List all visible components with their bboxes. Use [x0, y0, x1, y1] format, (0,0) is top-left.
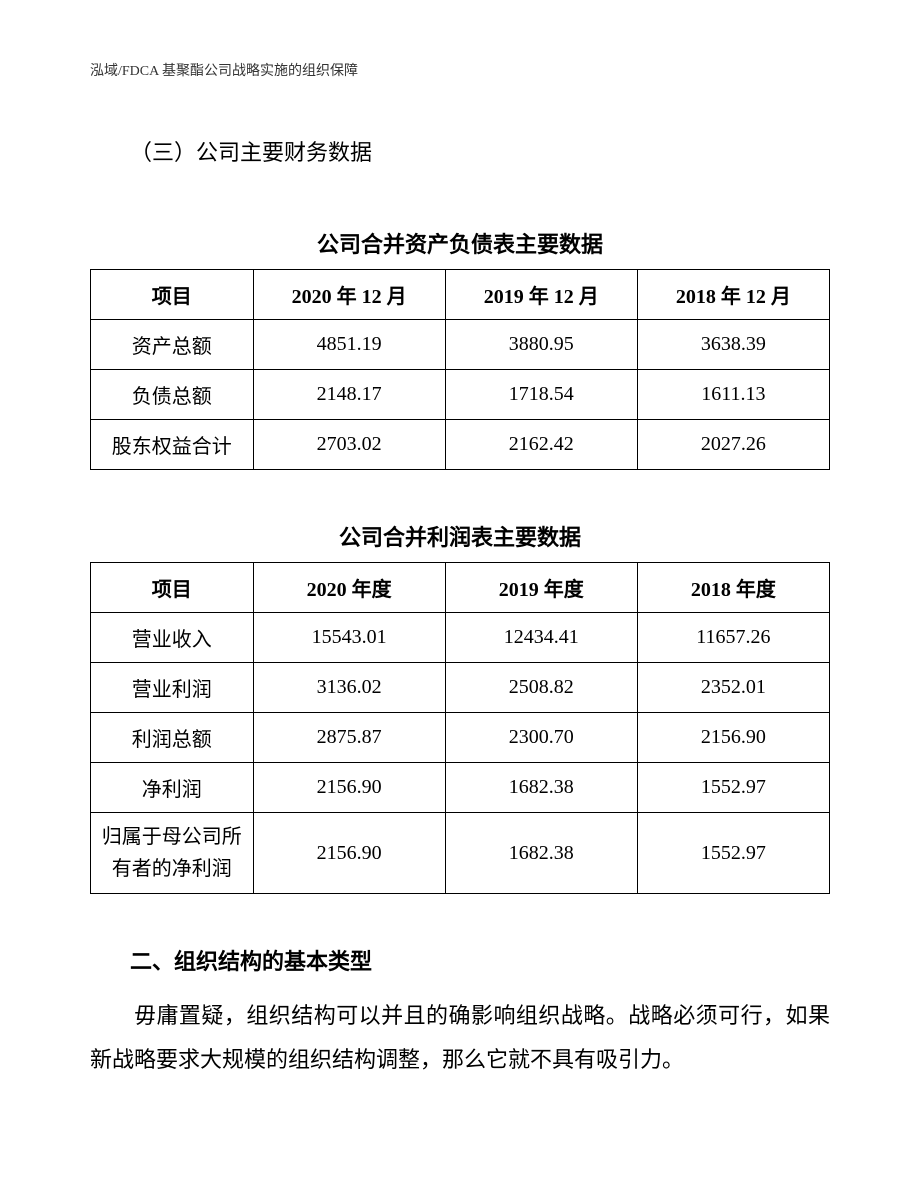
table2-title: 公司合并利润表主要数据 [90, 520, 830, 552]
table1-cell: 1718.54 [445, 370, 637, 420]
table1-cell: 3638.39 [637, 320, 829, 370]
table2-col-header: 2019 年度 [445, 563, 637, 613]
table2-cell: 营业收入 [91, 613, 254, 663]
table2-cell: 3136.02 [253, 663, 445, 713]
table2-cell: 15543.01 [253, 613, 445, 663]
table-header-row: 项目 2020 年度 2019 年度 2018 年度 [91, 563, 830, 613]
table2-col-header: 项目 [91, 563, 254, 613]
table2-cell: 2156.90 [637, 713, 829, 763]
table-row: 净利润 2156.90 1682.38 1552.97 [91, 763, 830, 813]
table1-col-header: 2020 年 12 月 [253, 270, 445, 320]
table-row: 负债总额 2148.17 1718.54 1611.13 [91, 370, 830, 420]
table2-cell: 2156.90 [253, 763, 445, 813]
table1-col-header: 2019 年 12 月 [445, 270, 637, 320]
table2-col-header: 2020 年度 [253, 563, 445, 613]
table1-cell: 3880.95 [445, 320, 637, 370]
table2-cell: 2875.87 [253, 713, 445, 763]
table-row: 股东权益合计 2703.02 2162.42 2027.26 [91, 420, 830, 470]
table1-cell: 股东权益合计 [91, 420, 254, 470]
table1-col-header: 项目 [91, 270, 254, 320]
table1-cell: 2148.17 [253, 370, 445, 420]
table1-cell: 4851.19 [253, 320, 445, 370]
table2-cell: 利润总额 [91, 713, 254, 763]
table-row: 归属于母公司所有者的净利润 2156.90 1682.38 1552.97 [91, 813, 830, 894]
table2-cell: 净利润 [91, 763, 254, 813]
table2-cell: 11657.26 [637, 613, 829, 663]
table2-cell: 2508.82 [445, 663, 637, 713]
table1-cell: 1611.13 [637, 370, 829, 420]
table2-cell: 1682.38 [445, 813, 637, 894]
table-row: 利润总额 2875.87 2300.70 2156.90 [91, 713, 830, 763]
income-statement-table: 项目 2020 年度 2019 年度 2018 年度 营业收入 15543.01… [90, 562, 830, 894]
table-header-row: 项目 2020 年 12 月 2019 年 12 月 2018 年 12 月 [91, 270, 830, 320]
table-row: 营业收入 15543.01 12434.41 11657.26 [91, 613, 830, 663]
table2-cell: 归属于母公司所有者的净利润 [91, 813, 254, 894]
table2-cell: 营业利润 [91, 663, 254, 713]
table2-cell: 12434.41 [445, 613, 637, 663]
section2-body-text: 毋庸置疑，组织结构可以并且的确影响组织战略。战略必须可行，如果新战略要求大规模的… [90, 994, 830, 1082]
section2-heading-org-structure: 二、组织结构的基本类型 [130, 944, 830, 976]
table1-cell: 2703.02 [253, 420, 445, 470]
table1-cell: 2027.26 [637, 420, 829, 470]
balance-sheet-table: 项目 2020 年 12 月 2019 年 12 月 2018 年 12 月 资… [90, 269, 830, 470]
table2-col-header: 2018 年度 [637, 563, 829, 613]
table1-cell: 负债总额 [91, 370, 254, 420]
table1-cell: 2162.42 [445, 420, 637, 470]
table2-cell: 2156.90 [253, 813, 445, 894]
page-header: 泓域/FDCA 基聚酯公司战略实施的组织保障 [90, 60, 830, 80]
table-row: 资产总额 4851.19 3880.95 3638.39 [91, 320, 830, 370]
section-heading-financial-data: （三）公司主要财务数据 [130, 135, 830, 167]
table2-cell: 1682.38 [445, 763, 637, 813]
table2-cell: 1552.97 [637, 813, 829, 894]
table1-cell: 资产总额 [91, 320, 254, 370]
table1-col-header: 2018 年 12 月 [637, 270, 829, 320]
table2-cell: 2352.01 [637, 663, 829, 713]
table-row: 营业利润 3136.02 2508.82 2352.01 [91, 663, 830, 713]
table2-cell: 1552.97 [637, 763, 829, 813]
table1-title: 公司合并资产负债表主要数据 [90, 227, 830, 259]
table2-cell: 2300.70 [445, 713, 637, 763]
